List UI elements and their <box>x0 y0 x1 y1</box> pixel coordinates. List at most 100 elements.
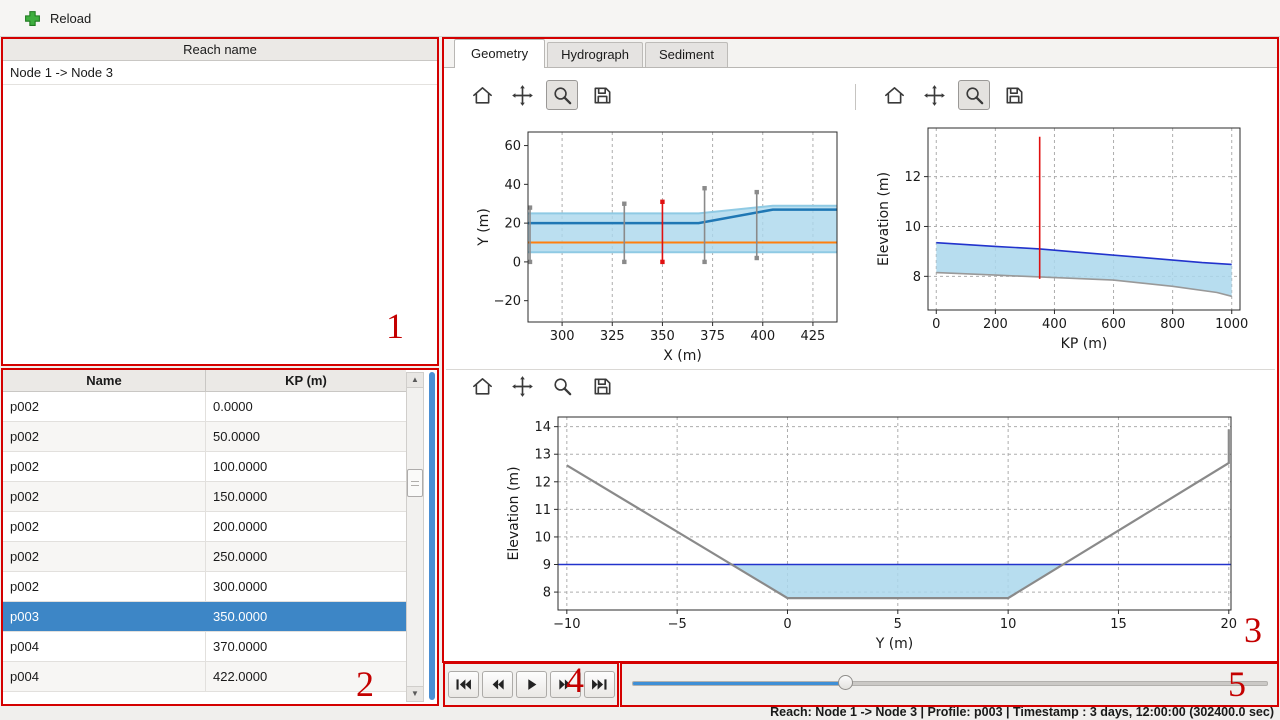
svg-text:−5: −5 <box>668 617 687 632</box>
long-profile-chart[interactable]: 0 200 400 600 800 1000 8 10 12 KP (m) Elevation (m… <box>866 118 1262 360</box>
save-button[interactable] <box>998 80 1030 110</box>
svg-text:600: 600 <box>1101 317 1126 332</box>
profile-chart-toolbar <box>878 80 1030 110</box>
zoom-button[interactable] <box>958 80 990 110</box>
save-button[interactable] <box>586 80 618 110</box>
profile-panel: Name KP (m) p002 0.0000 p002 50.0000 p002 100… <box>1 368 439 706</box>
reload-button[interactable]: Reload <box>14 3 101 33</box>
zoom-button[interactable] <box>546 371 578 401</box>
section-divider <box>446 369 1275 370</box>
annotation-label-2: 2 <box>356 664 374 704</box>
pan-icon <box>923 84 945 106</box>
table-row[interactable]: p002 250.0000 <box>3 542 406 572</box>
magnifier-icon <box>553 377 571 395</box>
time-slider[interactable] <box>632 670 1268 696</box>
home-button[interactable] <box>466 371 498 401</box>
save-button[interactable] <box>586 371 618 401</box>
skip-to-start-button[interactable] <box>448 671 479 698</box>
skip-to-end-button[interactable] <box>584 671 615 698</box>
save-icon <box>1005 86 1023 104</box>
cell-kp: 50.0000 <box>213 429 260 444</box>
step-back-icon <box>492 679 504 690</box>
magnifier-icon <box>553 86 571 104</box>
table-row[interactable]: p004 370.0000 <box>3 632 406 662</box>
cell-name: p004 <box>3 662 206 691</box>
cross-section-toolbar <box>466 371 618 401</box>
profile-table-body: p002 0.0000 p002 50.0000 p002 100.0000 p002 150… <box>3 392 406 704</box>
slider-fill <box>633 682 846 685</box>
step-forward-icon <box>559 679 571 690</box>
toolbar-divider <box>855 84 856 110</box>
home-icon <box>472 86 492 104</box>
cell-kp: 250.0000 <box>213 549 268 564</box>
play-icon <box>528 679 537 690</box>
svg-text:0: 0 <box>783 617 791 632</box>
pan-button[interactable] <box>506 371 538 401</box>
table-row[interactable]: p003 350.0000 <box>3 602 406 632</box>
column-header-name[interactable]: Name <box>3 370 206 391</box>
svg-text:40: 40 <box>504 178 521 193</box>
table-row[interactable]: p002 50.0000 <box>3 422 406 452</box>
scroll-up-button[interactable]: ▲ <box>407 373 423 388</box>
annotation-label-5: 5 <box>1228 664 1246 704</box>
cross-section-chart[interactable]: −10 −5 0 5 10 15 20 8 9 10 11 12 13 14 Y (m) Elevation … <box>455 405 1273 658</box>
svg-text:60: 60 <box>504 139 521 154</box>
svg-text:11: 11 <box>534 503 551 518</box>
svg-text:0: 0 <box>932 317 940 332</box>
table-row[interactable]: p002 100.0000 <box>3 452 406 482</box>
svg-text:14: 14 <box>534 420 551 435</box>
scroll-down-button[interactable]: ▼ <box>407 686 423 701</box>
tab-sediment[interactable]: Sediment <box>645 42 728 67</box>
vertical-scrollbar[interactable]: ▲ ▼ <box>406 372 424 702</box>
tab-hydrograph[interactable]: Hydrograph <box>547 42 644 67</box>
cell-name: p004 <box>3 632 206 661</box>
home-button[interactable] <box>878 80 910 110</box>
table-row[interactable]: p002 200.0000 <box>3 512 406 542</box>
zoom-button[interactable] <box>546 80 578 110</box>
skip-to-start-icon <box>456 679 471 690</box>
svg-text:8: 8 <box>543 586 551 601</box>
svg-text:X (m): X (m) <box>663 348 702 364</box>
step-back-button[interactable] <box>482 671 513 698</box>
profile-table-header: Name KP (m) <box>3 370 406 392</box>
reach-panel: Reach name Node 1 -> Node 3 <box>1 37 439 366</box>
cell-name: p002 <box>3 512 206 541</box>
cell-kp: 100.0000 <box>213 459 268 474</box>
slider-handle[interactable] <box>838 675 854 690</box>
pan-icon <box>511 84 533 106</box>
arrow-down-icon: ▼ <box>411 689 419 698</box>
slider-track[interactable] <box>632 681 1268 686</box>
svg-text:9: 9 <box>543 558 551 573</box>
playback-bar <box>442 663 1280 706</box>
cell-kp: 422.0000 <box>213 669 268 684</box>
home-icon <box>884 86 904 104</box>
svg-text:KP (m): KP (m) <box>1061 336 1108 352</box>
tab-geometry[interactable]: Geometry <box>454 39 546 68</box>
table-row[interactable]: p002 0.0000 <box>3 392 406 422</box>
pan-button[interactable] <box>918 80 950 110</box>
plan-view-chart[interactable]: 300 325 350 375 400 425 −20 0 20 40 60 X (m) Y (m) <box>455 118 855 368</box>
annotation-box-4 <box>443 662 619 707</box>
svg-text:Elevation (m): Elevation (m) <box>506 466 522 560</box>
cell-name: p002 <box>3 392 206 421</box>
thumb-grip-icon <box>411 480 419 486</box>
svg-text:325: 325 <box>600 329 625 344</box>
svg-text:12: 12 <box>904 170 921 185</box>
svg-text:13: 13 <box>534 448 551 463</box>
table-row[interactable]: p004 422.0000 <box>3 662 406 692</box>
step-forward-button[interactable] <box>550 671 581 698</box>
svg-text:200: 200 <box>983 317 1008 332</box>
skip-to-end-icon <box>592 679 607 690</box>
table-row[interactable]: p002 150.0000 <box>3 482 406 512</box>
home-button[interactable] <box>466 80 498 110</box>
scrollbar-thumb[interactable] <box>407 469 423 497</box>
reach-list-item[interactable]: Node 1 -> Node 3 <box>3 61 437 85</box>
column-header-kp[interactable]: KP (m) <box>285 373 327 388</box>
pan-button[interactable] <box>506 80 538 110</box>
play-button[interactable] <box>516 671 547 698</box>
cell-name: p002 <box>3 572 206 601</box>
table-row[interactable]: p002 300.0000 <box>3 572 406 602</box>
blue-scrollbar[interactable] <box>429 372 435 700</box>
cell-name: p002 <box>3 482 206 511</box>
